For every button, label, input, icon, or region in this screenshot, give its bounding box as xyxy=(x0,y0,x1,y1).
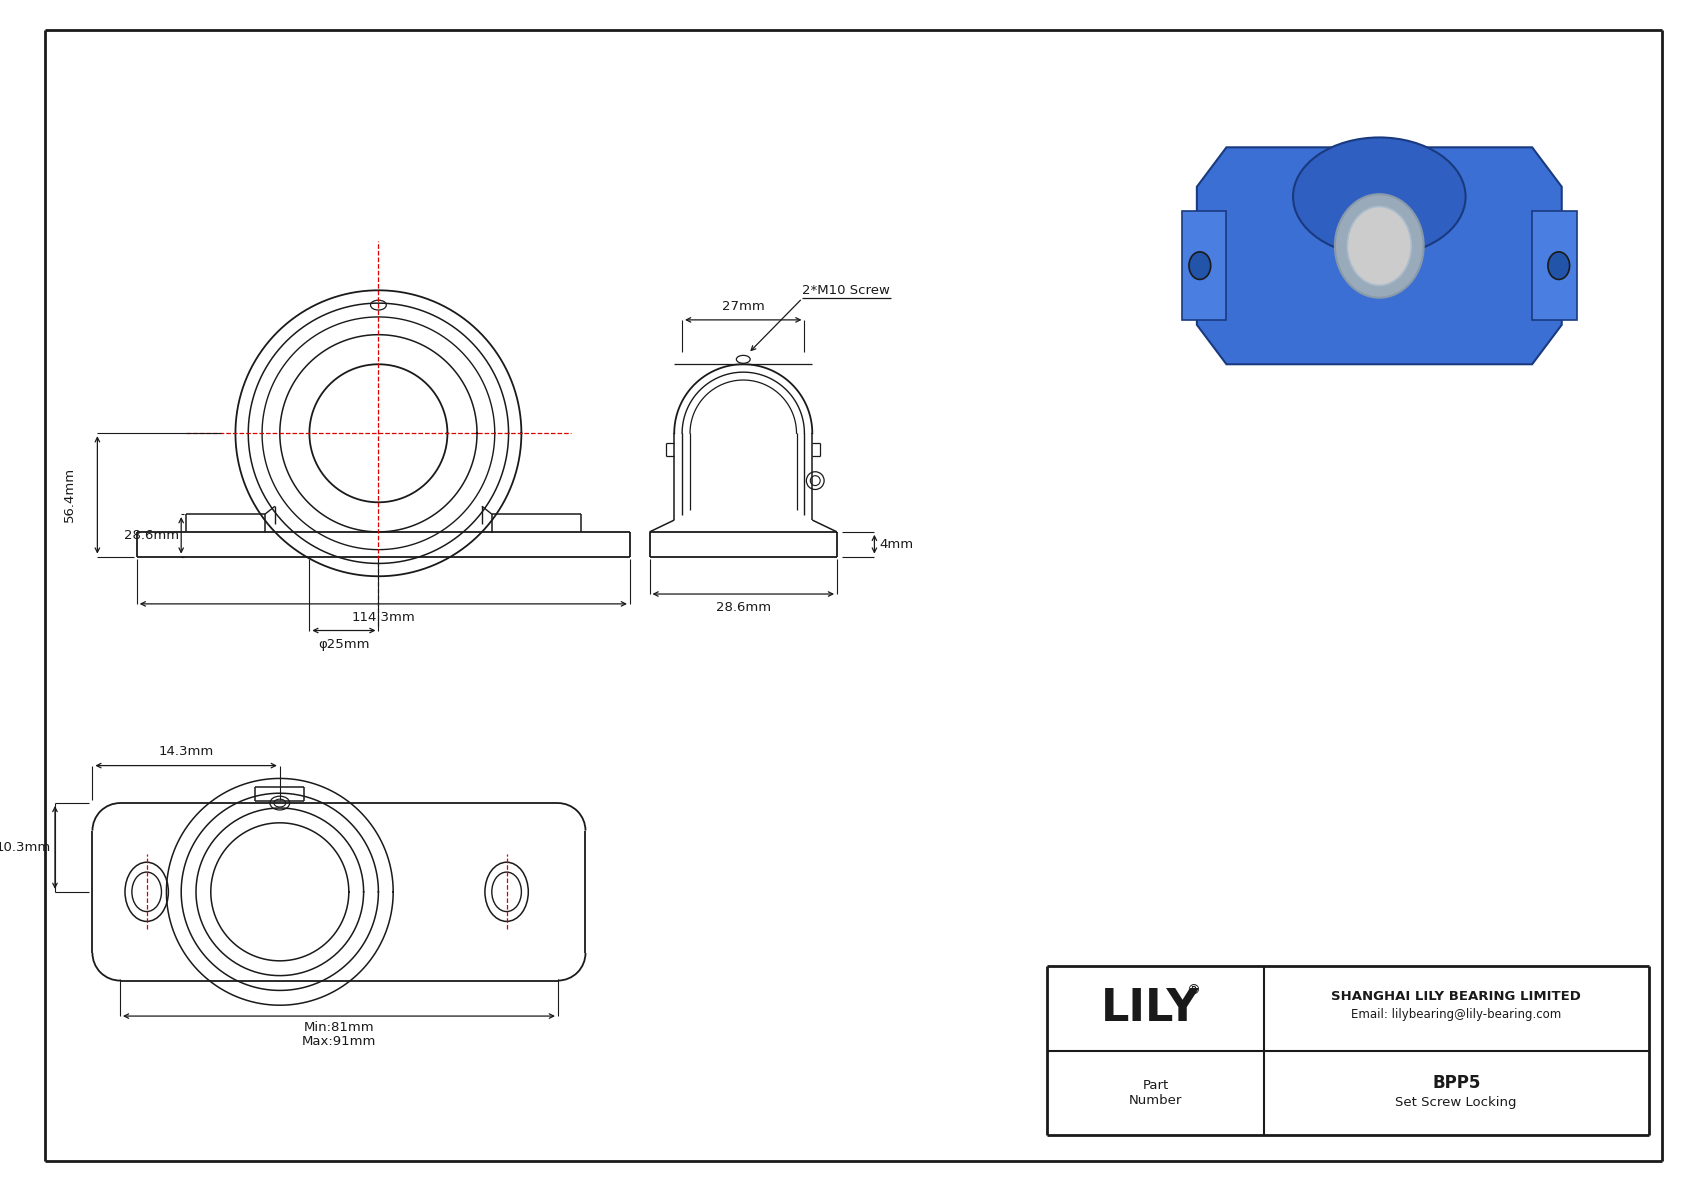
Text: 2*M10 Screw: 2*M10 Screw xyxy=(803,283,891,297)
Text: LILY: LILY xyxy=(1101,986,1199,1030)
Text: BPP5: BPP5 xyxy=(1431,1074,1480,1092)
Text: φ25mm: φ25mm xyxy=(318,638,370,650)
Text: 28.6mm: 28.6mm xyxy=(716,601,771,615)
Text: 27mm: 27mm xyxy=(722,300,765,312)
Text: Set Screw Locking: Set Screw Locking xyxy=(1396,1097,1517,1109)
Ellipse shape xyxy=(1347,206,1411,286)
Ellipse shape xyxy=(1189,251,1211,280)
Text: SHANGHAI LILY BEARING LIMITED: SHANGHAI LILY BEARING LIMITED xyxy=(1332,990,1581,1003)
Text: 14.3mm: 14.3mm xyxy=(158,746,214,759)
Polygon shape xyxy=(1182,212,1226,320)
Text: 114.3mm: 114.3mm xyxy=(352,611,416,624)
Ellipse shape xyxy=(1293,137,1465,256)
Text: 4mm: 4mm xyxy=(879,537,913,550)
Text: Min:81mm: Min:81mm xyxy=(303,1022,374,1035)
Text: 28.6mm: 28.6mm xyxy=(125,529,179,542)
Polygon shape xyxy=(1197,148,1561,364)
Text: Part: Part xyxy=(1142,1079,1169,1092)
Ellipse shape xyxy=(1335,194,1423,298)
Text: Max:91mm: Max:91mm xyxy=(301,1035,376,1048)
Text: Email: lilybearing@lily-bearing.com: Email: lilybearing@lily-bearing.com xyxy=(1351,1008,1561,1021)
Polygon shape xyxy=(1532,212,1576,320)
Text: 10.3mm: 10.3mm xyxy=(0,841,51,854)
Text: ®: ® xyxy=(1186,984,1201,997)
Ellipse shape xyxy=(1548,251,1569,280)
Text: Number: Number xyxy=(1128,1095,1182,1108)
Text: 56.4mm: 56.4mm xyxy=(64,467,76,523)
